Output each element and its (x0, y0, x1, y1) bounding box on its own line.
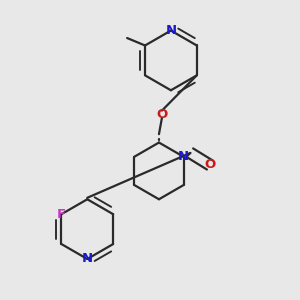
Text: N: N (82, 253, 93, 266)
Text: N: N (165, 24, 176, 37)
Text: O: O (204, 158, 215, 171)
Text: N: N (178, 150, 189, 163)
Text: F: F (57, 208, 66, 221)
Text: O: O (156, 108, 168, 121)
